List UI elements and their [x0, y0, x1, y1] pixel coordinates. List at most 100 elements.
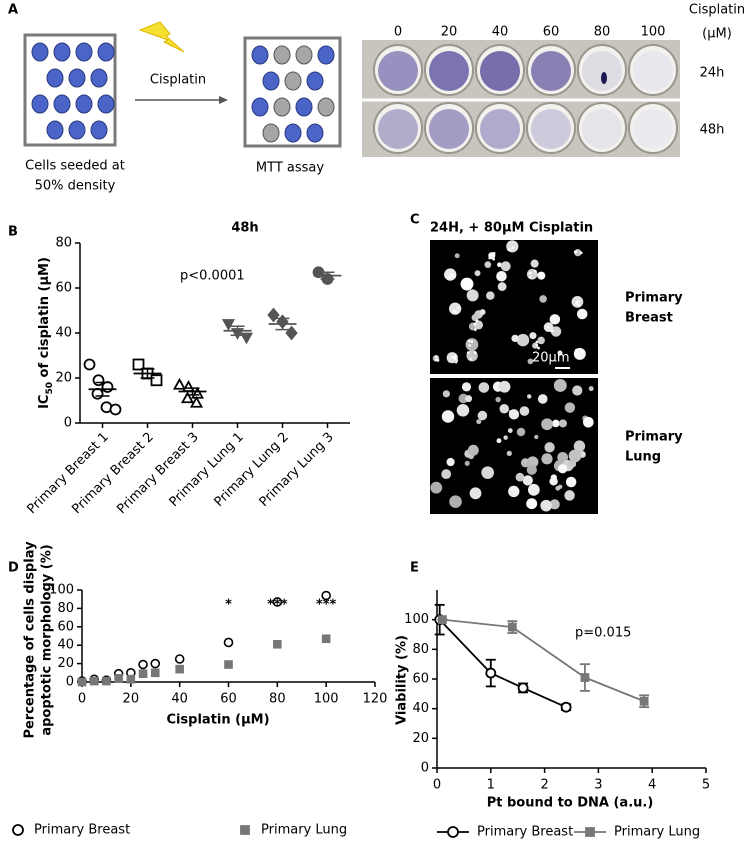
well-stain: [531, 109, 571, 149]
fragment: [574, 250, 578, 253]
series-line: [439, 619, 567, 709]
marker: [273, 639, 282, 649]
nucleus: [526, 498, 538, 510]
fragment: [550, 329, 554, 333]
fragment: [534, 269, 537, 273]
fragment: [448, 276, 452, 279]
nucleus: [557, 451, 569, 463]
y-tick-label: 80: [55, 236, 72, 251]
cell: [273, 45, 291, 65]
x-tick-label: Primary Breast 3: [114, 430, 201, 517]
panel-label: D: [8, 561, 19, 576]
y-tick-label: 100: [49, 583, 74, 598]
x-axis-label: Pt bound to DNA (a.u.): [487, 796, 654, 811]
nucleus: [444, 268, 457, 281]
fragment: [528, 271, 532, 275]
marker: [321, 634, 331, 644]
cell: [75, 94, 93, 114]
scale-bar-label: 20μm: [532, 351, 569, 366]
nucleus: [458, 393, 469, 404]
y-tick-label: 80: [412, 642, 429, 657]
x-tick-label: 2: [540, 778, 548, 793]
y-tick-label: 20: [412, 731, 429, 746]
fragment: [466, 351, 470, 355]
nucleus: [526, 464, 537, 475]
fragment: [457, 306, 460, 309]
nucleus: [552, 419, 560, 428]
marker: [221, 319, 236, 331]
nucleus: [496, 271, 507, 282]
nucleus: [464, 460, 470, 466]
marker: [517, 682, 529, 694]
x-tick-label: 5: [702, 778, 710, 793]
nucleus: [497, 262, 502, 268]
nucleus: [527, 456, 539, 468]
fragment: [435, 358, 438, 362]
legend-label: Primary Lung: [261, 823, 347, 838]
fragment: [475, 319, 479, 323]
plate-column-label: 0: [394, 25, 402, 40]
nucleus: [497, 282, 507, 291]
cell: [31, 42, 49, 62]
row-label: Primary: [625, 430, 683, 445]
well-stain: [480, 51, 520, 91]
nucleus: [503, 435, 508, 440]
panel-label: E: [410, 561, 419, 576]
fragment: [577, 304, 581, 307]
row-label: Breast: [625, 311, 673, 326]
marker: [132, 358, 145, 371]
nucleus: [495, 396, 501, 403]
fragment: [451, 355, 454, 359]
nucleus: [508, 409, 520, 420]
well-stain: [582, 51, 622, 91]
y-tick-label: 40: [412, 701, 429, 716]
panel-label: B: [8, 225, 18, 240]
marker: [272, 597, 283, 607]
nucleus: [496, 438, 502, 444]
y-tick-label: 100: [404, 612, 429, 627]
fragment: [434, 355, 438, 359]
plate-column-label: 80: [594, 25, 611, 40]
nucleus: [441, 410, 455, 423]
plate-column-label: 100: [641, 25, 666, 40]
cell: [46, 68, 64, 88]
x-tick-label: 60: [220, 692, 237, 707]
marker: [102, 676, 111, 686]
cell: [90, 120, 108, 140]
nucleus: [476, 419, 482, 425]
nucleus: [539, 295, 547, 303]
series-line: [442, 618, 645, 703]
y-tick-label: 40: [57, 638, 74, 653]
fragment: [452, 309, 456, 313]
nucleus: [565, 476, 577, 488]
nucleus: [522, 475, 533, 486]
plate-row-label: 48h: [700, 123, 725, 138]
annotation: *: [225, 598, 232, 613]
cell: [317, 97, 335, 117]
well-stain: [633, 109, 673, 149]
cell: [97, 42, 115, 62]
well-stain: [531, 51, 571, 91]
nucleus: [507, 428, 513, 434]
cell: [75, 42, 93, 62]
marker: [138, 659, 148, 670]
caption: Cells seeded at: [25, 159, 125, 174]
nucleus: [449, 302, 462, 315]
fragment: [469, 357, 472, 361]
nucleus: [471, 314, 479, 322]
row-label: Primary: [625, 291, 683, 306]
nucleus: [479, 309, 486, 315]
nucleus: [555, 485, 561, 491]
marker: [223, 637, 234, 648]
cell: [251, 97, 269, 117]
fragment: [453, 354, 457, 358]
plate-column-label: 20: [441, 25, 458, 40]
cell: [284, 71, 302, 91]
fragment: [453, 356, 457, 360]
y-tick-label: 20: [57, 656, 74, 671]
marker: [224, 660, 233, 669]
y-tick-label: 60: [412, 672, 429, 687]
x-tick-label: Primary Breast 1: [24, 430, 111, 517]
y-axis-label-part: of cisplatin (μM): [37, 257, 52, 382]
